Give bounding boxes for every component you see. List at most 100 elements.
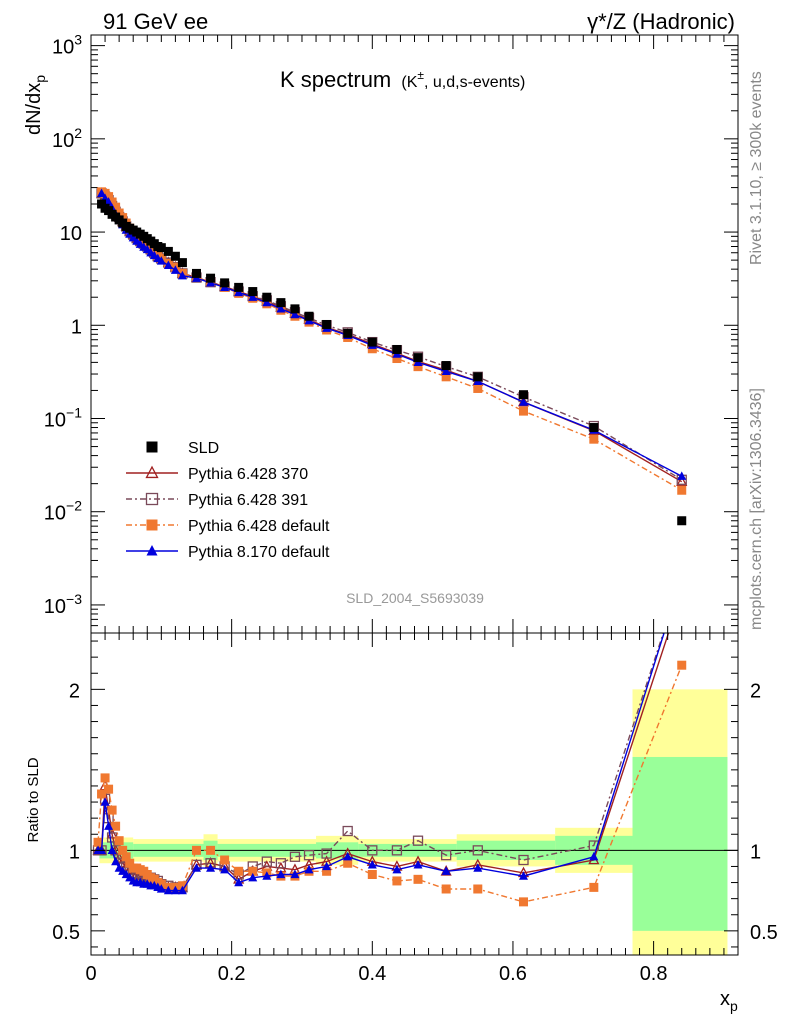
ratio-point-pythia-6-428-default	[343, 858, 353, 868]
y-axis-label-ratio: Ratio to SLD	[25, 757, 42, 842]
main-point-sld	[322, 319, 332, 329]
ratio-point-pythia-6-428-391	[303, 850, 315, 861]
ratio-point-pythia-8-170-default	[290, 869, 300, 879]
legend-label: Pythia 8.170 default	[188, 544, 330, 561]
ratio-point-pythia-6-428-391	[391, 845, 403, 856]
main-point-sld	[248, 287, 258, 297]
ratio-point-pythia-6-428-391	[261, 856, 272, 867]
main-point-sld	[392, 344, 402, 354]
main-point-pythia-8-170-default	[156, 256, 166, 265]
ratio-point-pythia-6-428-default	[93, 837, 103, 847]
ratio-point-pythia-8-170-default	[413, 859, 423, 869]
main-point-pythia-8-170-default	[276, 304, 286, 313]
ratio-point-pythia-8-170-default	[343, 851, 353, 861]
legend: SLD Pythia 6.428 370 Pythia 6.428 391 Pythi…	[126, 440, 330, 561]
ratio-point-pythia-8-170-default	[322, 861, 332, 871]
main-point-sld	[413, 353, 423, 363]
y-axis-label-main-text: dN/dx	[23, 83, 45, 135]
ratio-y-tick-label-right: 1	[750, 841, 761, 863]
ratio-point-pythia-8-170-default	[519, 871, 529, 880]
ratio-point-pythia-8-170-default	[677, 572, 686, 581]
ratio-point-pythia-6-428-default	[111, 821, 121, 831]
main-point-pythia-6-428-default	[519, 406, 529, 416]
legend-marker	[145, 492, 159, 506]
legend-entry-pythia-6-428-default: Pythia 6.428 default	[126, 518, 330, 535]
x-tick-label: 0.8	[640, 963, 668, 985]
main-point-pythia-6-428-default	[111, 202, 121, 212]
ratio-y-tick-label-right: 0.5	[750, 922, 778, 944]
ratio-point-pythia-6-428-391	[588, 840, 599, 851]
header-right: γ*/Z (Hadronic)	[587, 9, 735, 34]
main-series	[95, 187, 688, 526]
ratio-point-pythia-8-170-default	[304, 864, 314, 874]
ratio-point-pythia-8-170-default	[111, 856, 121, 866]
legend-entry-pythia-6-428-370: Pythia 6.428 370	[126, 465, 308, 483]
main-point-sld	[367, 337, 377, 347]
ratio-point-pythia-8-170-default	[163, 885, 173, 895]
ratio-point-pythia-8-170-default	[248, 872, 258, 882]
ratio-point-pythia-6-428-391	[518, 854, 529, 866]
ratio-point-pythia-6-428-default	[100, 773, 110, 783]
main-y-tick-label: 10−3	[44, 591, 82, 618]
ratio-point-pythia-6-428-default	[114, 836, 124, 846]
main-point-sld	[290, 304, 300, 314]
ratio-point-pythia-6-428-default	[441, 884, 451, 894]
ratio-point-pythia-8-170-default	[441, 866, 451, 875]
legend-label: Pythia 6.428 default	[188, 518, 330, 535]
ratio-point-pythia-6-428-default	[234, 866, 244, 876]
ratio-point-pythia-8-170-default	[100, 797, 110, 806]
main-point-sld	[343, 328, 353, 338]
ratio-point-pythia-8-170-default	[276, 869, 286, 879]
ratio-point-pythia-6-428-default	[589, 882, 599, 892]
ratio-point-pythia-8-170-default	[191, 863, 201, 872]
main-point-pythia-6-428-default	[473, 383, 483, 393]
chart-title-sup: ±	[417, 68, 424, 82]
ratio-y-tick-label-left: 0.5	[52, 922, 80, 944]
main-point-pythia-6-428-default	[104, 192, 114, 202]
main-point-pythia-6-428-default	[677, 485, 687, 495]
main-point-sld	[304, 311, 314, 321]
ratio-point-pythia-8-170-default	[156, 884, 166, 893]
ratio-point-pythia-6-428-default	[191, 845, 201, 855]
main-point-pythia-8-170-default	[170, 265, 180, 274]
ratio-point-pythia-6-428-391	[289, 851, 301, 862]
main-y-tick-label: 10	[60, 223, 82, 245]
ratio-point-pythia-6-428-default	[519, 897, 529, 907]
ratio-point-pythia-6-428-391	[677, 572, 686, 581]
ratio-point-pythia-8-170-default	[589, 851, 599, 861]
ratio-point-pythia-6-428-370	[677, 588, 686, 597]
ratio-point-pythia-6-428-default	[677, 660, 687, 670]
main-point-pythia-6-428-default	[589, 434, 599, 444]
main-point-sld	[163, 246, 173, 256]
chart-title-sub: (K	[401, 74, 417, 91]
main-y-tick-label: 1	[71, 316, 82, 338]
main-point-pythia-6-428-default	[392, 354, 402, 364]
ratio-series	[92, 572, 687, 907]
ratio-point-pythia-8-170-default	[220, 864, 230, 874]
legend-label: Pythia 6.428 391	[188, 492, 308, 509]
main-point-sld	[177, 258, 187, 268]
ratio-point-pythia-6-428-default	[473, 884, 483, 894]
ratio-point-pythia-6-428-default	[107, 805, 117, 815]
ratio-point-pythia-8-170-default	[367, 859, 377, 869]
ratio-y-ticks: 0.5 0.5 1 1 2 2	[52, 640, 778, 948]
ratio-point-pythia-8-170-default	[177, 885, 187, 895]
chart-title-rest: , u,d,s-events)	[424, 74, 525, 91]
ratio-point-pythia-6-428-default	[392, 876, 402, 886]
ratio-point-pythia-6-428-default	[322, 866, 332, 876]
main-point-pythia-8-170-default	[262, 297, 272, 307]
ratio-series-pythia-8-170-default	[93, 572, 686, 895]
ratio-y-tick-label-right: 2	[750, 680, 761, 702]
x-tick-label: 0.4	[358, 963, 386, 985]
main-point-pythia-8-170-default	[290, 309, 300, 319]
legend-label: Pythia 6.428 370	[188, 466, 308, 483]
main-series-sld	[97, 199, 687, 526]
ratio-band-inner	[632, 756, 728, 931]
x-axis-label-text: x	[720, 988, 730, 1010]
chart-title: K spectrum (K±, u,d,s-events)	[280, 67, 525, 92]
x-tick-label: 0	[85, 963, 96, 985]
main-point-pythia-6-428-370	[676, 475, 688, 486]
